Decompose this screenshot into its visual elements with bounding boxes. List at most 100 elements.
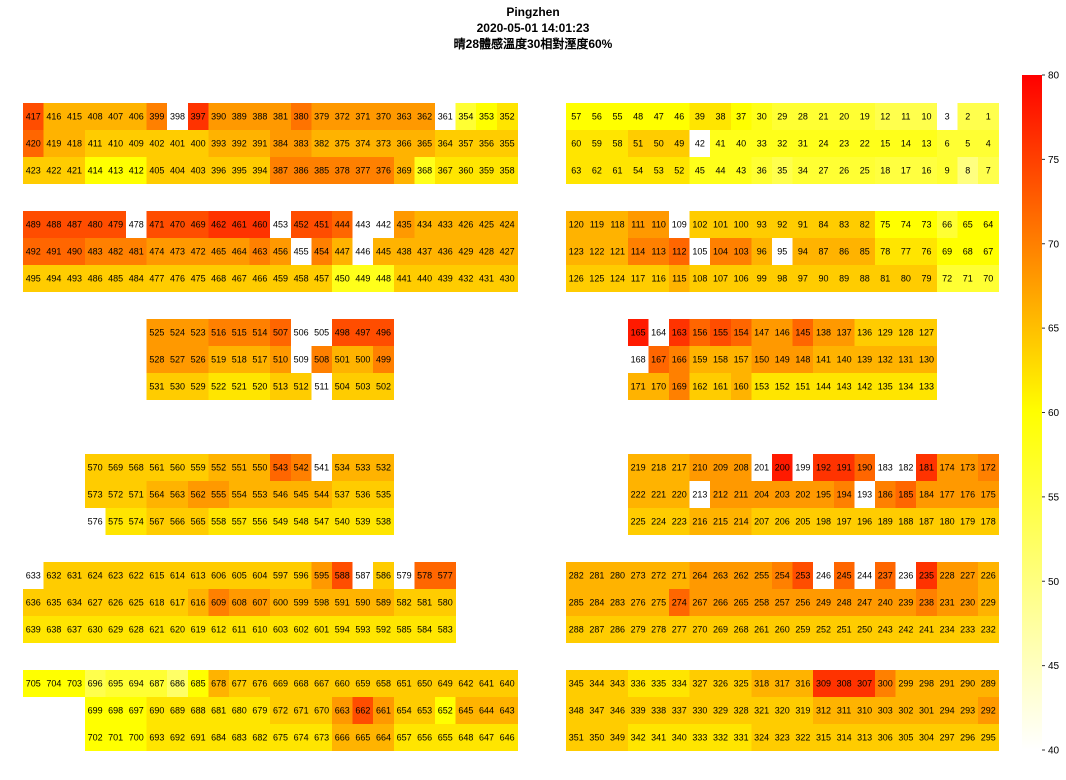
cell-label: 286 [610,625,625,635]
cell-label: 118 [610,220,624,230]
heatmap-cell [813,562,835,589]
heatmap-cell [167,508,189,535]
heatmap-cell [414,238,436,265]
cell-label: 297 [940,733,955,743]
cell-label: 519 [211,355,226,365]
heatmap-cell [270,697,292,724]
cell-label: 193 [857,490,872,500]
cell-label: 588 [335,571,350,581]
heatmap-cell [957,616,979,643]
heatmap-cell [84,211,106,238]
cell-label: 304 [919,733,934,743]
heatmap-cell [64,238,86,265]
heatmap-cell [352,238,374,265]
heatmap-cell [146,238,168,265]
heatmap-cell [833,562,855,589]
heatmap-cell [854,481,876,508]
cell-label: 280 [610,571,625,581]
heatmap-cell [64,157,86,184]
cell-label: 94 [798,247,808,257]
cell-label: 534 [335,463,350,473]
cell-label: 51 [633,139,643,149]
cell-label: 413 [108,166,123,176]
heatmap-cell [895,238,917,265]
cell-label: 351 [569,733,584,743]
cell-label: 126 [569,274,584,284]
cell-label: 313 [857,733,872,743]
cell-label: 14 [901,139,911,149]
heatmap-cell [607,103,629,130]
cell-label: 541 [314,463,329,473]
heatmap-cell [455,103,477,130]
heatmap-cell [352,346,374,373]
heatmap-cell [373,616,395,643]
heatmap-cell [352,130,374,157]
heatmap-cell [229,508,250,535]
heatmap-cell [249,697,271,724]
cell-label: 572 [108,490,123,500]
heatmap-cell [352,508,374,535]
heatmap-cell [710,103,732,130]
heatmap-cell [43,130,65,157]
cell-label: 316 [795,679,810,689]
cell-label: 343 [610,679,625,689]
heatmap-cell [875,670,896,697]
heatmap-cell [916,238,938,265]
cell-label: 191 [837,463,852,473]
cell-label: 414 [88,166,103,176]
cell-label: 290 [960,679,975,689]
cell-label: 128 [898,328,913,338]
heatmap-cell [751,157,773,184]
cell-label: 704 [46,679,61,689]
cell-label: 498 [335,328,350,338]
cell-label: 30 [757,112,767,122]
cell-label: 257 [775,598,790,608]
heatmap-cell [43,616,65,643]
heatmap-cell [455,157,477,184]
heatmap-cell [496,670,518,697]
heatmap-cell [64,562,86,589]
cell-label: 81 [880,274,890,284]
cell-label: 379 [314,112,329,122]
heatmap-cell [270,562,292,589]
heatmap-cell [854,238,876,265]
cell-label: 599 [294,598,309,608]
heatmap-cell [496,211,518,238]
cell-label: 93 [757,220,767,230]
cell-label: 673 [314,733,329,743]
cell-label: 140 [837,355,852,365]
heatmap-cell [23,589,44,616]
cell-label: 308 [837,679,852,689]
heatmap-cell [916,265,938,292]
cell-label: 269 [713,625,728,635]
cell-label: 477 [149,274,164,284]
cell-label: 371 [355,112,370,122]
heatmap-cell [270,724,292,751]
heatmap-cell [146,346,168,373]
cell-label: 395 [232,166,247,176]
cell-label: 353 [479,112,494,122]
cell-label: 150 [754,355,769,365]
cell-label: 171 [631,382,646,392]
cell-label: 231 [940,598,955,608]
heatmap-cell [627,103,649,130]
heatmap-cell [833,238,855,265]
cell-label: 650 [417,679,432,689]
heatmap-cell [916,373,938,400]
cell-label: 141 [816,355,831,365]
cell-label: 382 [314,139,329,149]
heatmap-cell [84,562,106,589]
heatmap-cell [332,346,353,373]
heatmap-cell [311,238,333,265]
heatmap-cell [208,130,230,157]
cell-label: 511 [315,382,329,392]
cell-label: 106 [734,274,749,284]
heatmap-cell [566,616,587,643]
heatmap-cell [792,346,814,373]
cell-label: 695 [108,679,123,689]
cell-label: 589 [376,598,391,608]
heatmap-cell [689,562,711,589]
cell-label: 328 [734,706,749,716]
heatmap-cell [187,508,209,535]
cell-label: 602 [294,625,309,635]
